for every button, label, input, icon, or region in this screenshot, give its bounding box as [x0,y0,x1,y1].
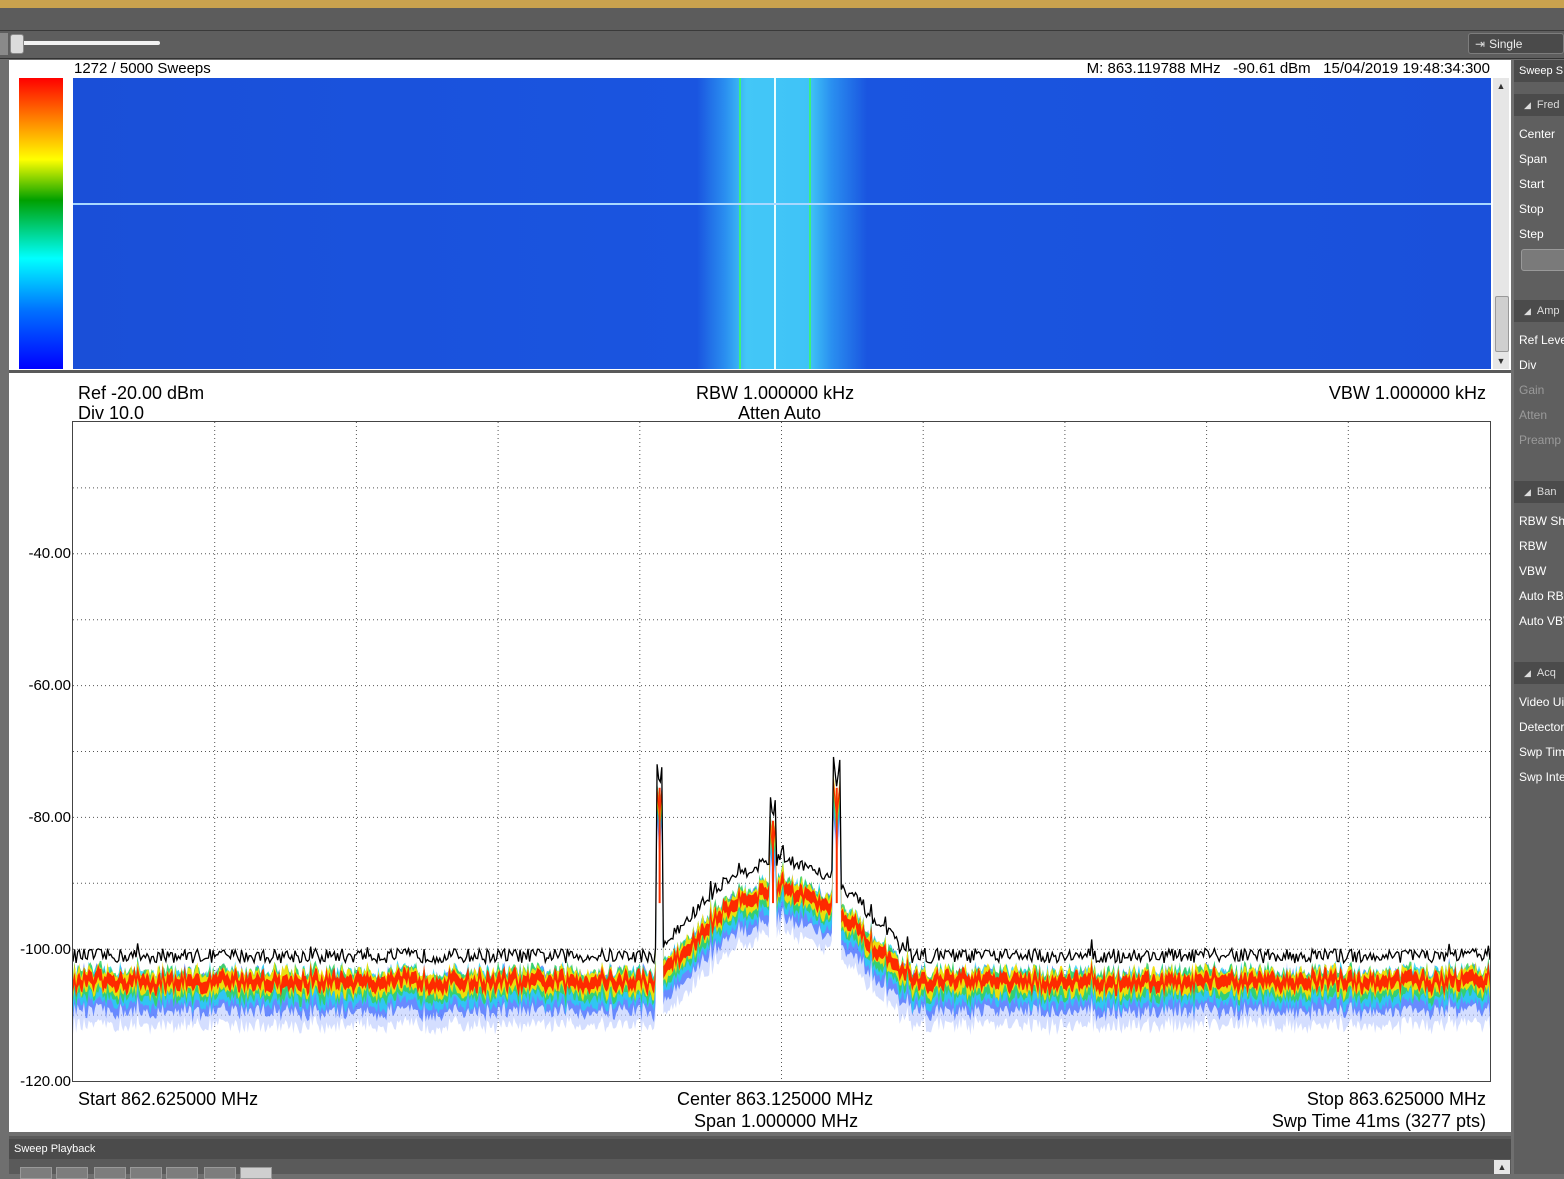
waterfall-scrollbar[interactable]: ▲ ▼ [1493,78,1509,369]
collapse-triangle-icon: ◢ [1524,100,1531,110]
panel-divider[interactable] [9,370,1511,373]
scroll-down-icon[interactable]: ▼ [1496,356,1506,366]
marker-readout: M: 863.119788 MHz -90.61 dBm 15/04/2019 … [1086,60,1490,77]
spectrum-plot [73,422,1490,1081]
scroll-up-icon[interactable]: ▲ [1494,1160,1510,1174]
sidebar-item-video-units[interactable]: Video Ui [1519,695,1564,709]
sweep-time-label: Swp Time 41ms (3277 pts) [1271,1111,1486,1131]
persistence-band [73,773,1490,1003]
collapse-triangle-icon: ◢ [1524,487,1531,497]
playback-button[interactable] [166,1167,198,1179]
sidebar-item-div[interactable]: Div [1519,358,1537,372]
sidebar-item-swp-time[interactable]: Swp Tim [1519,745,1564,759]
persistence-band [73,777,1490,998]
div-label: Div 10.0 [78,403,145,423]
sweep-count: 1272 / 5000 Sweeps [74,60,211,77]
arrow-right-icon: ⇥ [1475,37,1486,51]
vbw-label: VBW 1.000000 kHz [1328,383,1486,403]
section-bandwidth-header[interactable]: ◢ Ban [1514,481,1564,503]
section-acquisition-header[interactable]: ◢ Acq [1514,662,1564,684]
control-sidebar: Sweep S ◢ Fred Center Span Start Stop Ste… [1514,60,1564,1174]
waterfall-scroll-thumb[interactable] [1495,296,1509,352]
playback-button[interactable] [204,1167,236,1179]
section-frequency-header[interactable]: ◢ Fred [1514,94,1564,116]
title-bar [0,8,1564,31]
playback-slider-knob[interactable] [10,34,24,54]
sidebar-item-gain: Gain [1519,383,1545,397]
center-freq-label: Center 863.125000 MHz [677,1089,874,1109]
sidebar-item-swp-interval[interactable]: Swp Inte [1519,770,1564,784]
stop-freq-label: Stop 863.625000 MHz [1306,1089,1486,1109]
sidebar-frequency-button[interactable] [1521,249,1564,271]
sidebar-item-vbw[interactable]: VBW [1519,564,1547,578]
persistence-band [73,774,1490,1009]
scroll-up-icon[interactable]: ▲ [1496,81,1506,91]
sidebar-item-rbw-shape[interactable]: RBW Sh [1519,514,1564,528]
sweep-mode-single-button[interactable]: ⇥ Single [1468,33,1564,54]
sidebar-item-detector[interactable]: Detector [1519,720,1564,734]
sidebar-item-center[interactable]: Center [1519,127,1556,141]
sidebar-item-step[interactable]: Step [1519,227,1544,241]
max-hold-trace [73,756,1490,966]
playback-button[interactable] [94,1167,126,1179]
window-top-accent [0,0,1564,8]
sidebar-item-ref-level[interactable]: Ref Leve [1519,333,1564,347]
sidebar-item-start[interactable]: Start [1519,177,1545,191]
waterfall-spectrogram[interactable] [73,78,1491,369]
y-tick-label: -100.00 [20,941,71,958]
sidebar-item-auto-vbw[interactable]: Auto VBV [1519,614,1564,628]
sidebar-top-label[interactable]: Sweep S [1514,60,1564,82]
y-tick-label: -120.00 [20,1073,71,1090]
waterfall-overlay [73,78,1491,369]
sidebar-item-preamp: Preamp [1519,433,1562,447]
playback-button[interactable] [20,1167,52,1179]
collapse-triangle-icon: ◢ [1524,668,1531,678]
sweep-playback-title: Sweep Playback [9,1139,1511,1159]
left-edge-handle[interactable] [0,33,8,55]
sidebar-item-auto-rbw[interactable]: Auto RBI [1519,589,1564,603]
collapse-triangle-icon: ◢ [1524,306,1531,316]
playback-slider-track[interactable] [14,41,160,45]
y-tick-label: -80.00 [28,809,71,826]
sidebar-item-stop[interactable]: Stop [1519,202,1544,216]
playback-button[interactable] [130,1167,162,1179]
y-tick-label: -40.00 [28,545,71,562]
sidebar-item-rbw[interactable]: RBW [1519,539,1547,553]
persistence-trace [73,773,1490,1036]
playback-button[interactable] [240,1167,272,1179]
span-label: Span 1.000000 MHz [694,1111,859,1131]
sidebar-item-span[interactable]: Span [1519,152,1548,166]
waterfall-color-scale [19,78,63,369]
ref-level-label: Ref -20.00 dBm [78,383,205,403]
spectrum-graph[interactable] [72,421,1491,1082]
sidebar-item-atten: Atten [1519,408,1548,422]
atten-label: Atten Auto [738,403,822,423]
playback-button[interactable] [56,1167,88,1179]
toolbar [0,31,1564,59]
rbw-label: RBW 1.000000 kHz [696,383,855,403]
start-freq-label: Start 862.625000 MHz [78,1089,259,1109]
y-tick-label: -60.00 [28,677,71,694]
section-amplitude-header[interactable]: ◢ Amp [1514,300,1564,322]
